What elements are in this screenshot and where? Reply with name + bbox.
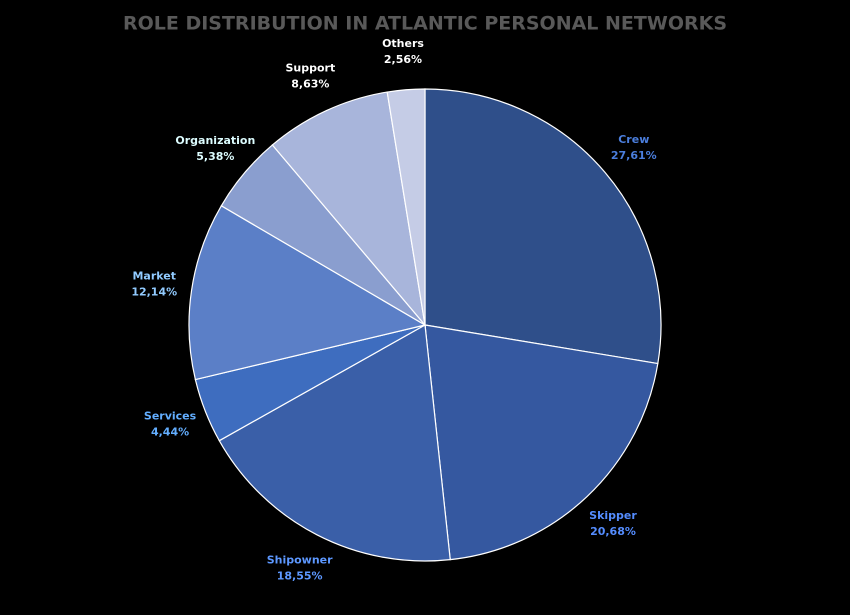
pie-slice [424, 88, 662, 365]
slice-label: Skipper [589, 509, 637, 522]
slice-label: Market [132, 270, 176, 283]
slice-value-label: 12,14% [131, 286, 177, 299]
slice-value-label: 5,38% [196, 150, 234, 163]
slice-label: Support [286, 61, 336, 74]
slice-value-label: 27,61% [611, 149, 657, 162]
slice-label: Crew [618, 133, 649, 146]
pie-slice [424, 324, 659, 561]
pie-slice [271, 91, 426, 328]
slice-value-label: 18,55% [277, 569, 323, 582]
pie-slice [218, 324, 451, 562]
slice-value-label: 20,68% [590, 525, 636, 538]
slice-value-label: 4,44% [151, 426, 189, 439]
slice-label: Others [382, 37, 424, 50]
slice-value-label: 2,56% [384, 53, 422, 66]
slice-label: Services [144, 410, 197, 423]
slice-value-label: 8,63% [291, 77, 329, 90]
pie-slice [386, 88, 426, 326]
slice-label: Organization [175, 134, 255, 147]
chart-title: ROLE DISTRIBUTION IN ATLANTIC PERSONAL N… [123, 13, 727, 35]
pie-slice [188, 204, 427, 381]
slice-label: Shipowner [267, 553, 333, 566]
